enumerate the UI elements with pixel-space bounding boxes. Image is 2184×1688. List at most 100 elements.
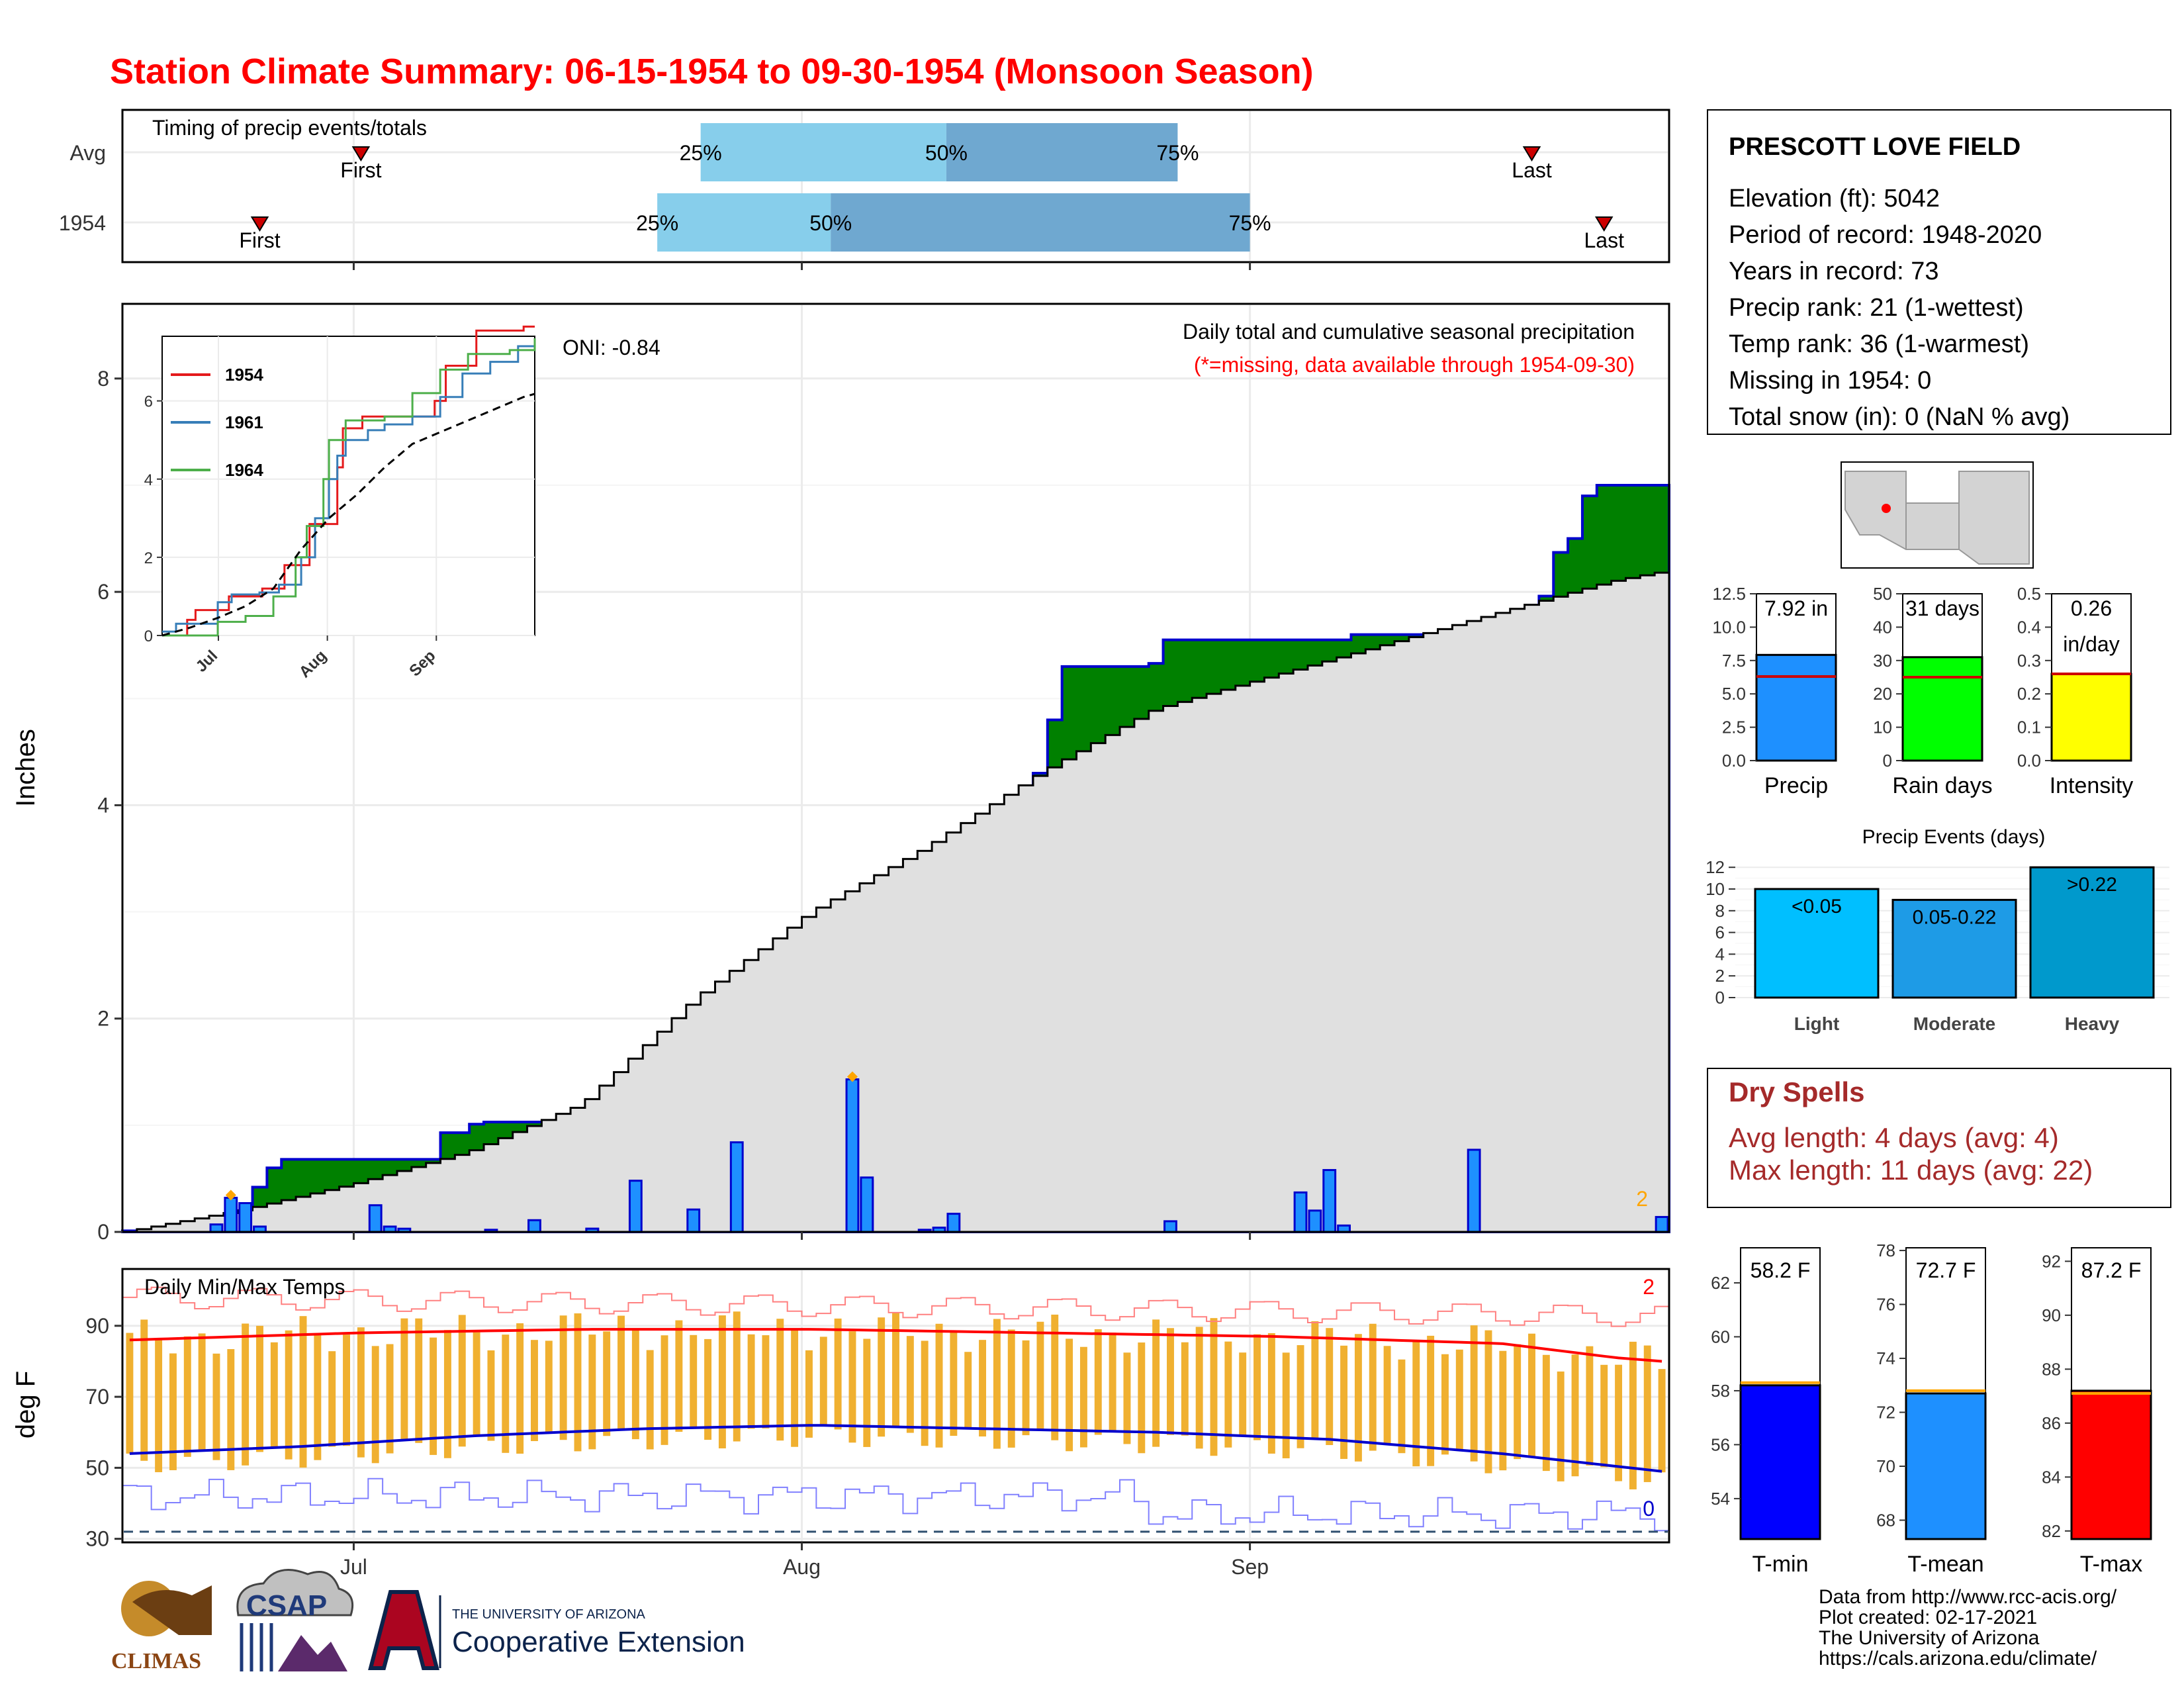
daily-temp-bar — [1427, 1335, 1435, 1466]
daily-temp-bar — [1484, 1330, 1492, 1474]
timing-bar-25-50 — [657, 193, 831, 252]
daily-temp-bar — [386, 1344, 394, 1454]
summary-precip-category: Rain days — [1892, 773, 1992, 798]
daily-temp-bar — [1181, 1342, 1189, 1436]
summary-precip-tick-label: 0.5 — [2017, 584, 2041, 604]
summary-precip-tick-label: 7.5 — [1722, 651, 1746, 671]
daily-temp-bar — [299, 1316, 307, 1468]
daily-temp-bar — [198, 1333, 206, 1451]
csap-bars — [240, 1623, 273, 1671]
daily-precip-bar — [845, 1078, 860, 1233]
credit-url: https://cals.arizona.edu/climate/ — [1819, 1648, 2097, 1669]
dry-spells-box: Dry Spells Avg length: 4 days (avg: 4) M… — [1707, 1068, 2171, 1208]
daily-temp-bar — [1412, 1340, 1420, 1467]
summary-precip-tick-label: 10 — [1873, 718, 1892, 737]
daily-temp-bar — [1022, 1340, 1030, 1436]
daily-temp-bar — [1138, 1342, 1146, 1454]
csap-mountains — [278, 1635, 347, 1671]
daily-temp-bar — [1066, 1338, 1073, 1452]
temp-corner-bottom: 0 — [1643, 1497, 1655, 1521]
daily-temp-bar — [242, 1323, 250, 1466]
summary-temp-tick-label: 72 — [1876, 1403, 1895, 1423]
record-max-temp-line — [122, 1286, 1669, 1327]
daily-temp-bar — [1571, 1354, 1579, 1477]
summary-temp-bar-t-min — [1739, 1384, 1821, 1540]
timing-pct-label: 50% — [809, 211, 852, 235]
inset-legend-label: 1964 — [225, 460, 263, 480]
daily-temp-bar — [950, 1331, 958, 1436]
daily-temp-bar — [1267, 1333, 1275, 1454]
station-line-elevation: Elevation (ft): 5042 — [1729, 185, 1940, 212]
timing-panel: Timing of precip events/totals Avg 1954 … — [59, 109, 1670, 263]
daily-temp-bar — [979, 1340, 987, 1437]
ua-block-a — [368, 1590, 439, 1670]
summary-precip-tick-label: 12.5 — [1712, 584, 1746, 604]
daily-temp-bar — [516, 1323, 524, 1454]
summary-precip-value: 0.26 — [2071, 596, 2112, 620]
events-title: Precip Events (days) — [1862, 826, 2046, 848]
daily-temp-bar — [747, 1334, 755, 1429]
events-bar-moderate — [1891, 898, 2017, 999]
daily-precip-bar — [1163, 1220, 1177, 1233]
daily-temp-bar — [343, 1335, 350, 1446]
summary-precip-tick-label: 30 — [1873, 651, 1892, 671]
daily-temp-bar — [964, 1352, 972, 1429]
daily-temp-bar — [487, 1350, 495, 1441]
events-y-tick-label: 2 — [1715, 966, 1725, 986]
timing-pct-label: 25% — [680, 141, 722, 165]
daily-temp-bar — [1311, 1321, 1319, 1439]
inset-y-tick-label: 0 — [144, 628, 153, 645]
daily-precip-bar — [946, 1213, 961, 1233]
ua-logo: THE UNIVERSITY OF ARIZONA Cooperative Ex… — [368, 1590, 745, 1670]
oni-value: ONI: -0.84 — [563, 336, 660, 359]
daily-temp-bar — [227, 1349, 235, 1470]
daily-temp-bar — [1615, 1364, 1623, 1481]
daily-temp-bar — [1167, 1328, 1174, 1435]
daily-temp-bar — [631, 1331, 639, 1440]
dry-spells-title: Dry Spells — [1729, 1076, 1864, 1107]
precip-events-chart: Precip Events (days) <0.05 Light 0.05-0.22… — [1706, 826, 2171, 1034]
record-min-temp-line — [122, 1477, 1669, 1532]
daily-temp-bar — [1036, 1321, 1044, 1430]
timing-event-label: First — [340, 158, 381, 182]
inset-line-1964 — [162, 338, 536, 637]
summary-precip-tick-label: 0 — [1883, 751, 1892, 771]
precip-y-tick-label: 8 — [97, 367, 109, 391]
daily-temp-bar — [660, 1335, 668, 1445]
summary-precip-tick-label: 0.3 — [2017, 651, 2041, 671]
precip-frame — [121, 303, 1670, 1233]
daily-temp-bar — [1514, 1344, 1522, 1460]
summary-temp-tick-label: 90 — [2042, 1305, 2061, 1325]
temp-y-tick-label: 50 — [85, 1456, 109, 1479]
summary-temp-tick-label: 86 — [2042, 1413, 2061, 1433]
daily-temp-bar — [690, 1335, 698, 1429]
daily-temp-bar — [776, 1319, 784, 1441]
summary-temp-tick-label: 84 — [2042, 1467, 2061, 1487]
daily-temp-bar — [531, 1340, 538, 1442]
station-name: PRESCOTT LOVE FIELD — [1729, 133, 2021, 161]
summary-precip-category: Intensity — [2050, 773, 2134, 798]
csap-text: CSAP — [246, 1589, 327, 1622]
daily-temp-bar — [1658, 1369, 1666, 1473]
summary-precip-tick-label: 0.0 — [2017, 751, 2041, 771]
station-line-years: Years in record: 73 — [1729, 258, 1939, 285]
precip-y-tick-label: 0 — [97, 1220, 109, 1244]
events-bar-heavy — [2029, 866, 2155, 999]
daily-temp-bar — [270, 1342, 278, 1449]
daily-precip-bar — [527, 1219, 541, 1233]
station-location-marker — [1882, 504, 1891, 513]
summary-temp-value: 72.7 F — [1916, 1258, 1976, 1282]
credit-data-source: Data from http://www.rcc-acis.org/ — [1819, 1586, 2117, 1608]
events-y-tick-label: 8 — [1715, 901, 1725, 921]
inset-y-tick-label: 2 — [144, 549, 153, 567]
daily-temp-bar — [169, 1353, 177, 1470]
daily-temp-bar — [1528, 1333, 1535, 1458]
daily-temp-bar — [183, 1336, 191, 1457]
daily-temp-bar — [791, 1330, 799, 1447]
daily-temp-bar — [1586, 1346, 1594, 1466]
timing-event-marker — [250, 216, 269, 232]
temp-y-tick-label: 30 — [85, 1527, 109, 1551]
daily-temp-bar — [617, 1315, 625, 1430]
precip-y-tick-label: 4 — [97, 793, 109, 817]
summary-temp-bar-t-mean — [1905, 1392, 1987, 1540]
